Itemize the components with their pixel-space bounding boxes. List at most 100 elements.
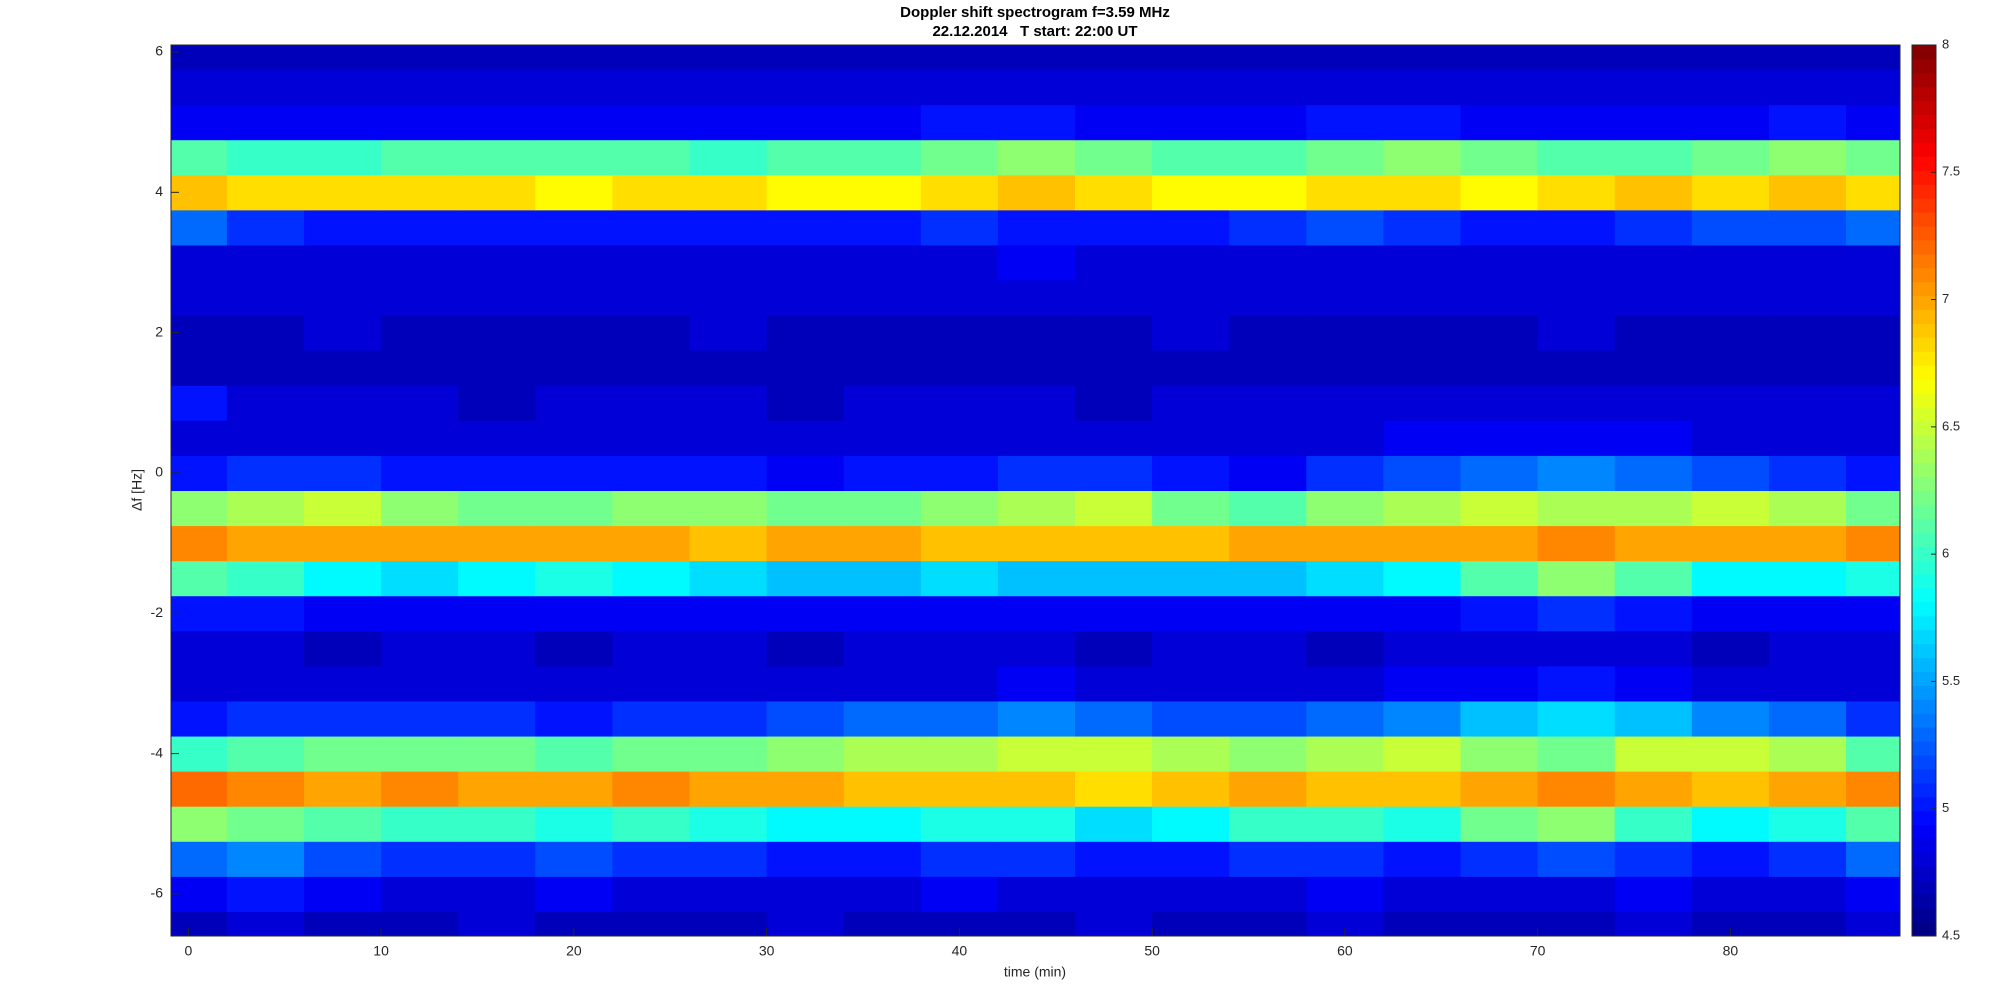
- heat-cell: [766, 174, 845, 211]
- colorbar-step: [1912, 253, 1936, 269]
- heat-cell: [1383, 174, 1462, 211]
- heat-cell: [1768, 876, 1847, 912]
- heat-cell: [1846, 350, 1900, 386]
- heat-cell: [381, 139, 459, 176]
- heat-cell: [1691, 560, 1770, 597]
- colorbar-step: [1912, 796, 1936, 812]
- heat-cell: [171, 315, 228, 351]
- heat-cell: [766, 630, 845, 667]
- heat-cell: [304, 455, 382, 491]
- heat-cell: [843, 525, 922, 562]
- heat-cell: [612, 771, 691, 807]
- heat-cell: [1614, 209, 1693, 246]
- heat-cell: [1152, 244, 1230, 281]
- heat-cell: [1229, 841, 1307, 877]
- heat-cell: [843, 69, 922, 106]
- heat-cell: [1537, 595, 1616, 632]
- heat-cell: [612, 630, 691, 667]
- heat-cell: [1229, 560, 1307, 597]
- colorbar-step: [1912, 448, 1936, 464]
- heat-cell: [1460, 595, 1539, 632]
- heat-cell: [1306, 630, 1384, 667]
- heat-cell: [766, 806, 845, 842]
- heat-cell: [535, 244, 613, 281]
- heat-cell: [1075, 104, 1153, 141]
- heat-cell: [226, 174, 305, 211]
- heat-cell: [226, 595, 305, 632]
- colorbar-step: [1912, 434, 1936, 450]
- heat-cell: [1460, 560, 1539, 597]
- colorbar-tick-label: 5.5: [1942, 673, 1960, 688]
- heat-cell: [1768, 560, 1847, 597]
- colorbar-step: [1912, 323, 1936, 338]
- heat-cell: [1075, 315, 1153, 351]
- heat-cell: [1691, 595, 1770, 632]
- heat-cell: [381, 455, 459, 491]
- colorbar-step: [1912, 685, 1936, 700]
- heat-cell: [458, 280, 536, 316]
- heat-cell: [612, 315, 691, 351]
- heat-cell: [1768, 315, 1847, 351]
- heat-cell: [1152, 560, 1230, 597]
- heat-cell: [1537, 280, 1616, 316]
- heat-cell: [304, 280, 382, 316]
- heat-cell: [920, 244, 999, 281]
- heat-cell: [1537, 174, 1616, 211]
- heat-cell: [1229, 771, 1307, 807]
- heat-cell: [1460, 525, 1539, 562]
- heat-cell: [535, 595, 613, 632]
- heat-cell: [1229, 69, 1307, 106]
- heat-cell: [1691, 139, 1770, 176]
- heat-cell: [766, 244, 845, 281]
- heat-cell: [381, 525, 459, 562]
- heat-cell: [1152, 595, 1230, 632]
- heat-cell: [1460, 315, 1539, 351]
- colorbar-step: [1912, 86, 1936, 102]
- heat-cell: [689, 174, 768, 211]
- heat-cell: [843, 45, 922, 71]
- heat-cell: [612, 736, 691, 772]
- heat-cell: [1537, 209, 1616, 246]
- heat-cell: [1460, 174, 1539, 211]
- heat-cell: [1075, 700, 1153, 737]
- heat-cell: [1768, 209, 1847, 246]
- heat-cell: [1229, 525, 1307, 562]
- heat-cell: [171, 911, 228, 936]
- heat-cell: [997, 665, 1076, 702]
- heat-cell: [920, 876, 999, 912]
- heat-cell: [997, 280, 1076, 316]
- heat-cell: [1768, 69, 1847, 106]
- heat-cell: [1460, 665, 1539, 702]
- heat-cell: [381, 665, 459, 702]
- heat-cell: [843, 385, 922, 421]
- heat-cell: [1846, 69, 1900, 106]
- x-axis-label: time (min): [1004, 964, 1066, 980]
- heat-cell: [1075, 595, 1153, 632]
- heat-cell: [304, 244, 382, 281]
- heat-cell: [1383, 420, 1462, 456]
- heat-cell: [920, 560, 999, 597]
- heat-cell: [689, 139, 768, 176]
- heat-cell: [1152, 280, 1230, 316]
- heat-cell: [1152, 911, 1230, 936]
- heat-cell: [1306, 560, 1384, 597]
- colorbar-step: [1912, 671, 1936, 686]
- heat-cell: [612, 911, 691, 936]
- heat-cell: [381, 911, 459, 936]
- colorbar-step: [1912, 615, 1936, 631]
- heat-cell: [1306, 174, 1384, 211]
- heat-cell: [458, 45, 536, 71]
- chart-title: Doppler shift spectrogram f=3.59 MHz: [900, 4, 1170, 21]
- colorbar-step: [1912, 393, 1936, 408]
- heat-cell: [1691, 280, 1770, 316]
- heat-cell: [1846, 420, 1900, 456]
- colorbar-tick-label: 8: [1942, 36, 1949, 51]
- heat-cell: [458, 771, 536, 807]
- heat-cell: [1537, 700, 1616, 737]
- heat-cell: [1383, 911, 1462, 936]
- heat-cell: [535, 420, 613, 456]
- heat-cell: [226, 104, 305, 141]
- heat-cell: [226, 420, 305, 456]
- heat-cell: [1229, 630, 1307, 667]
